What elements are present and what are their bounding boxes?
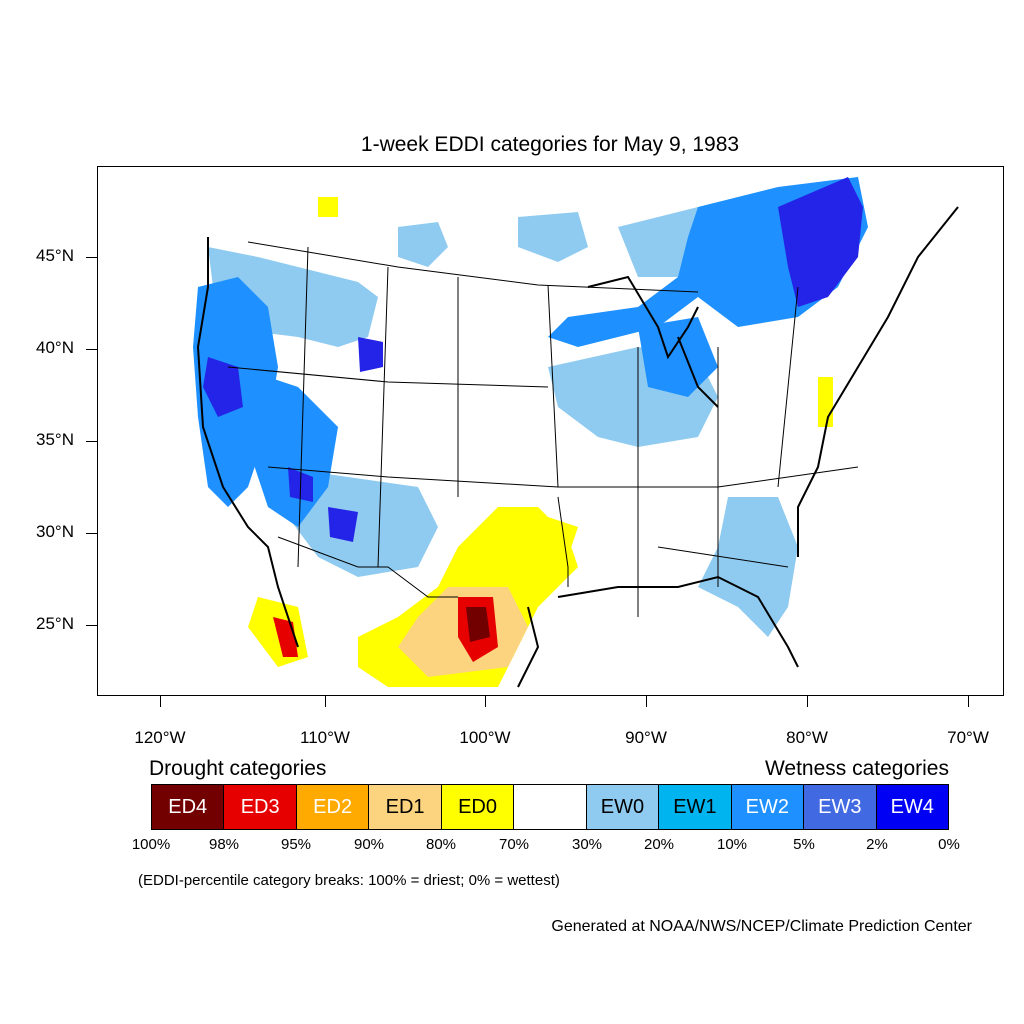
lat-tick — [86, 533, 97, 534]
percentile-label: 30% — [571, 836, 603, 853]
lon-label: 90°W — [625, 728, 667, 747]
percentile-label: 95% — [280, 836, 312, 853]
map-canvas — [193, 177, 959, 688]
legend-cell-ed4: ED4 — [152, 785, 225, 829]
percentile-label: 80% — [425, 836, 457, 853]
lat-tick — [86, 349, 97, 350]
lon-tick — [325, 696, 326, 707]
lat-tick — [86, 625, 97, 626]
drought-categories-heading: Drought categories — [149, 757, 327, 780]
lat-label: 35°N — [36, 430, 74, 449]
percentile-label: 2% — [866, 836, 888, 853]
category-breaks-note: (EDDI-percentile category breaks: 100% =… — [138, 872, 560, 889]
lon-tick — [646, 696, 647, 707]
lon-label: 120°W — [134, 728, 186, 747]
map-frame — [97, 166, 1004, 696]
legend-color-bar: ED4 ED3 ED2 ED1 ED0 EW0 EW1 EW2 EW3 EW4 — [151, 784, 949, 830]
drought-ed4-areas — [466, 607, 490, 642]
legend-cell-ew3: EW3 — [804, 785, 877, 829]
legend-cell-neutral — [514, 785, 587, 829]
percentile-label: 10% — [716, 836, 748, 853]
percentile-label: 100% — [131, 836, 171, 853]
legend-cell-ed0: ED0 — [441, 785, 515, 829]
percentile-label: 90% — [353, 836, 385, 853]
percentile-label: 0% — [938, 836, 960, 853]
legend-cell-ew0: EW0 — [586, 785, 660, 829]
lon-tick — [968, 696, 969, 707]
legend-cell-ew4: EW4 — [876, 785, 948, 829]
lat-label: 30°N — [36, 522, 74, 541]
lon-label: 110°W — [300, 728, 350, 747]
lon-tick — [485, 696, 486, 707]
lon-label: 100°W — [459, 728, 511, 747]
wetness-categories-heading: Wetness categories — [764, 757, 949, 780]
legend-cell-ed1: ED1 — [369, 785, 442, 829]
lon-label: 80°W — [786, 728, 828, 747]
percentile-label: 98% — [208, 836, 240, 853]
lon-tick — [160, 696, 161, 707]
lat-label: 45°N — [36, 246, 74, 265]
lat-label: 40°N — [36, 338, 74, 357]
lon-label: 70°W — [947, 728, 989, 747]
legend-cell-ed2: ED2 — [296, 785, 370, 829]
legend-cell-ew2: EW2 — [731, 785, 805, 829]
lat-label: 25°N — [36, 614, 74, 633]
map-title: 1-week EDDI categories for May 9, 1983 — [360, 133, 740, 156]
lon-tick — [807, 696, 808, 707]
coastlines — [196, 206, 959, 688]
credit-text: Generated at NOAA/NWS/NCEP/Climate Predi… — [551, 918, 972, 935]
legend-cell-ed3: ED3 — [224, 785, 297, 829]
lat-tick — [86, 257, 97, 258]
percentile-label: 5% — [793, 836, 815, 853]
percentile-label: 20% — [643, 836, 675, 853]
wetness-ew3-ew4-areas — [203, 177, 863, 542]
legend-cell-ew1: EW1 — [659, 785, 732, 829]
lat-tick — [86, 441, 97, 442]
boundaries — [227, 241, 859, 617]
percentile-label: 70% — [498, 836, 530, 853]
